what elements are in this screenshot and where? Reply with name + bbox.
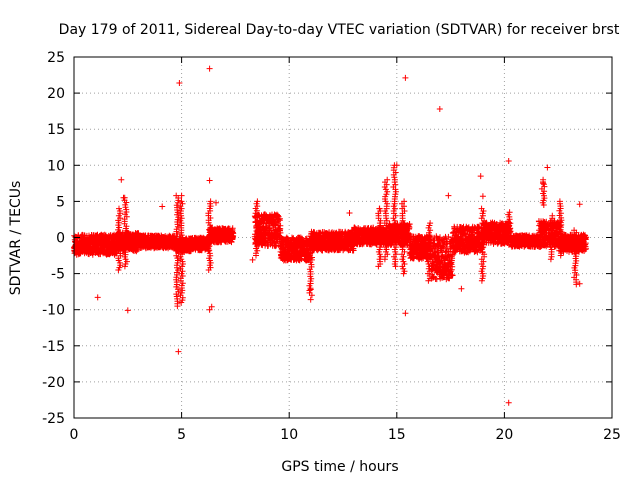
y-tick-label: 10: [47, 158, 65, 174]
data-point: [175, 348, 182, 355]
y-tick-label: 25: [47, 50, 65, 66]
data-band: [406, 233, 435, 263]
data-spike: [375, 205, 384, 270]
data-spike: [571, 227, 580, 288]
data-point: [540, 180, 547, 187]
x-tick-label: 20: [495, 427, 513, 443]
x-axis-label: GPS time / hours: [281, 459, 398, 475]
y-tick-label: -15: [42, 339, 65, 355]
data-point: [213, 199, 219, 206]
data-spike: [556, 198, 565, 259]
data-point: [576, 201, 583, 208]
data-point: [479, 193, 486, 200]
y-axis-label: SDTVAR / TECUs: [8, 181, 24, 296]
data-point: [402, 310, 409, 317]
grid: [74, 57, 612, 418]
data-spike: [177, 198, 186, 306]
data-band: [277, 234, 314, 264]
data-point: [307, 296, 314, 303]
data-spike: [504, 209, 513, 248]
data-point: [436, 106, 443, 112]
y-tick-label: 0: [56, 231, 65, 247]
x-tick-label: 10: [280, 427, 298, 443]
y-tick-label: -10: [42, 303, 65, 319]
data-band: [307, 228, 357, 254]
data-point: [159, 203, 166, 210]
data-point: [94, 294, 101, 301]
data-spike: [115, 205, 124, 273]
y-tick-label: -25: [42, 411, 65, 427]
y-tick-label: -20: [42, 375, 65, 391]
data-point: [124, 307, 131, 314]
data-point: [477, 173, 484, 180]
data-band: [71, 231, 120, 258]
axis-ticks: 0 5 10 15 20 25 -25 -20 -15 -10 -5 0 5 10 15 20 25: [42, 50, 621, 443]
data-spike: [205, 198, 214, 273]
data-point: [505, 158, 512, 164]
data-band: [350, 224, 392, 248]
data-point: [346, 210, 353, 216]
data-point: [576, 280, 583, 287]
data-spike: [399, 198, 408, 277]
chart-title: Day 179 of 2011, Sidereal Day-to-day VTE…: [59, 22, 620, 38]
data-spike: [390, 162, 399, 270]
data-point: [458, 285, 465, 292]
data-band: [428, 233, 456, 283]
data-point: [178, 192, 185, 199]
data-point: [118, 176, 125, 183]
data-spike: [121, 194, 130, 270]
x-tick-label: 5: [177, 427, 186, 443]
data-spike: [424, 220, 434, 284]
data-band: [507, 232, 542, 250]
data-spike: [547, 212, 556, 263]
data-spike: [173, 192, 182, 310]
data-point: [208, 303, 215, 310]
x-tick-label: 15: [388, 427, 406, 443]
data-point: [376, 205, 383, 212]
y-tick-label: 15: [47, 122, 65, 138]
data-point: [206, 177, 213, 184]
data-point: [445, 192, 452, 199]
data-band: [449, 223, 486, 256]
data-band: [206, 225, 237, 246]
y-tick-label: -5: [51, 267, 65, 283]
y-tick-label: 5: [56, 194, 65, 210]
data-series: [71, 65, 590, 406]
data-spike: [381, 176, 391, 263]
data-point: [402, 74, 409, 81]
data-point: [544, 164, 551, 171]
data-point: [120, 194, 127, 201]
data-spike: [252, 198, 262, 259]
x-tick-label: 25: [603, 427, 621, 443]
data-spike: [478, 205, 488, 284]
data-point: [206, 65, 213, 72]
data-point: [307, 286, 314, 293]
data-point: [176, 80, 183, 86]
data-point: [393, 162, 400, 169]
data-point: [249, 256, 256, 263]
x-tick-label: 0: [70, 427, 79, 443]
data-point: [505, 399, 512, 406]
y-tick-label: 20: [47, 86, 65, 102]
data-band: [135, 232, 178, 252]
